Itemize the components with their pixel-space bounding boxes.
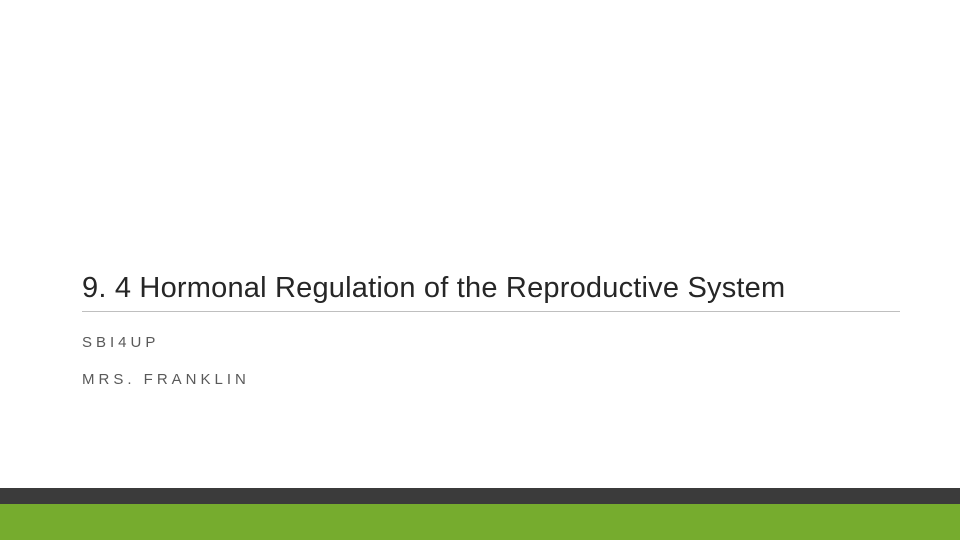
slide: 9. 4 Hormonal Regulation of the Reproduc… bbox=[0, 0, 960, 540]
slide-content: 9. 4 Hormonal Regulation of the Reproduc… bbox=[82, 272, 900, 388]
slide-subtitle-course: SBI4UP bbox=[82, 334, 900, 351]
footer-band-green bbox=[0, 504, 960, 540]
footer-band bbox=[0, 488, 960, 540]
footer-band-dark bbox=[0, 488, 960, 504]
slide-subtitle-author: MRS. FRANKLIN bbox=[82, 371, 900, 388]
slide-title: 9. 4 Hormonal Regulation of the Reproduc… bbox=[82, 272, 900, 312]
